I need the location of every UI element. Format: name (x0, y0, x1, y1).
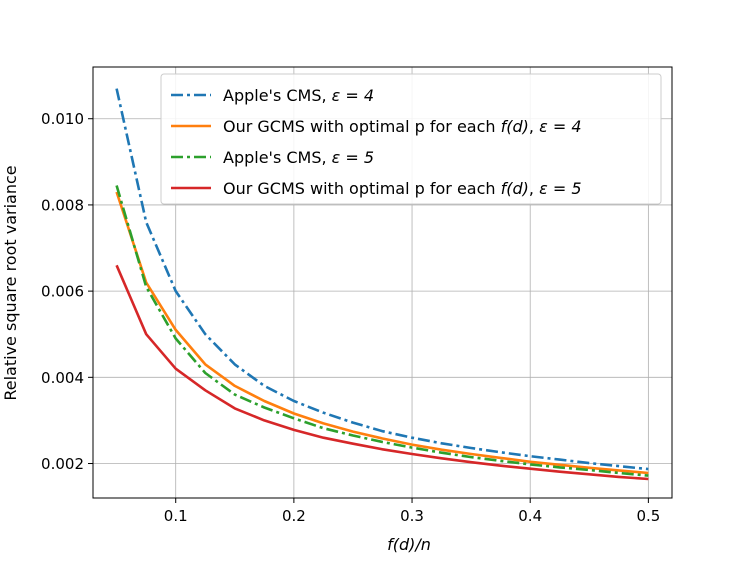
y-axis: 0.002 0.004 0.006 0.008 0.010 (41, 110, 93, 473)
y-tick-label: 0.004 (41, 369, 84, 387)
legend-label-1: Apple's CMS, ε = 4 (223, 86, 374, 105)
x-tick-label: 0.5 (636, 507, 660, 525)
y-tick-label: 0.008 (41, 196, 84, 214)
y-tick-label: 0.006 (41, 283, 84, 301)
y-tick-label: 0.002 (41, 455, 84, 473)
x-tick-label: 0.3 (400, 507, 424, 525)
legend-label-4: Our GCMS with optimal p for each f(d), ε… (223, 179, 582, 198)
x-axis-label: f(d)/n (387, 535, 431, 554)
series-line-4 (115, 264, 649, 481)
legend-label-2: Our GCMS with optimal p for each f(d), ε… (223, 117, 582, 136)
plot-frame (92, 66, 673, 499)
x-axis: 0.1 0.2 0.3 0.4 0.5 (164, 498, 660, 525)
series-line-1 (115, 88, 649, 471)
series-line-2 (115, 191, 649, 475)
y-axis-label: Relative square root variance (1, 165, 20, 400)
series-line-3 (115, 185, 649, 477)
legend-label-3: Apple's CMS, ε = 5 (223, 148, 374, 167)
x-tick-label: 0.4 (518, 507, 542, 525)
x-tick-label: 0.2 (282, 507, 306, 525)
y-tick-label: 0.010 (41, 110, 84, 128)
legend: Apple's CMS, ε = 4 Our GCMS with optimal … (160, 73, 662, 205)
x-tick-label: 0.1 (164, 507, 188, 525)
series-lines (115, 88, 649, 481)
legend-box (160, 73, 662, 205)
